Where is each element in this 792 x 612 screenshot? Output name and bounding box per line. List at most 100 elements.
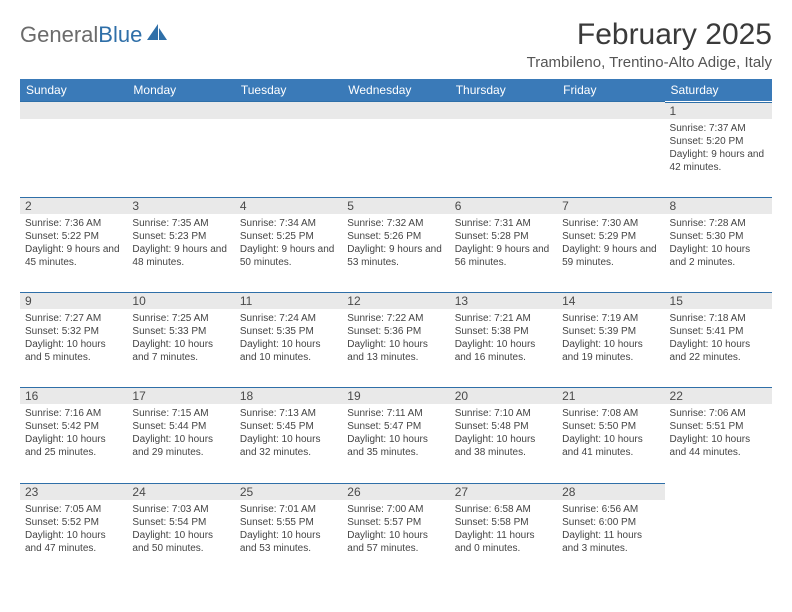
logo: GeneralBlue (20, 18, 169, 48)
date-number: 18 (235, 387, 342, 404)
day-cell: Sunrise: 7:11 AMSunset: 5:47 PMDaylight:… (342, 404, 449, 482)
date-bar-row: 2345678 (20, 197, 772, 214)
daylight-text: Daylight: 10 hours and 19 minutes. (562, 338, 659, 364)
day-cell: Sunrise: 7:32 AMSunset: 5:26 PMDaylight:… (342, 214, 449, 292)
empty-date-bar (450, 101, 557, 119)
daylight-text: Daylight: 9 hours and 59 minutes. (562, 243, 659, 269)
daylight-text: Daylight: 9 hours and 50 minutes. (240, 243, 337, 269)
sunrise-text: Sunrise: 7:36 AM (25, 217, 122, 230)
day-cell: Sunrise: 7:30 AMSunset: 5:29 PMDaylight:… (557, 214, 664, 292)
sunrise-text: Sunrise: 7:15 AM (132, 407, 229, 420)
day-cell (665, 500, 772, 578)
day-cell: Sunrise: 7:25 AMSunset: 5:33 PMDaylight:… (127, 309, 234, 387)
date-bar-row: 1 (20, 101, 772, 119)
sunrise-text: Sunrise: 7:19 AM (562, 312, 659, 325)
date-number: 28 (557, 483, 664, 500)
date-bar-row: 232425262728 (20, 482, 772, 500)
daylight-text: Daylight: 10 hours and 5 minutes. (25, 338, 122, 364)
sunset-text: Sunset: 5:44 PM (132, 420, 229, 433)
sunset-text: Sunset: 5:58 PM (455, 516, 552, 529)
sunset-text: Sunset: 5:30 PM (670, 230, 767, 243)
logo-text-gray: General (20, 22, 98, 48)
sunrise-text: Sunrise: 7:37 AM (670, 122, 767, 135)
date-number: 11 (235, 292, 342, 309)
sunset-text: Sunset: 5:55 PM (240, 516, 337, 529)
sunrise-text: Sunrise: 7:18 AM (670, 312, 767, 325)
sunset-text: Sunset: 5:26 PM (347, 230, 444, 243)
daylight-text: Daylight: 10 hours and 47 minutes. (25, 529, 122, 555)
daylight-text: Daylight: 10 hours and 25 minutes. (25, 433, 122, 459)
day-cell (20, 119, 127, 197)
day-cell: Sunrise: 7:19 AMSunset: 5:39 PMDaylight:… (557, 309, 664, 387)
col-friday: Friday (557, 79, 664, 101)
day-cell: Sunrise: 7:35 AMSunset: 5:23 PMDaylight:… (127, 214, 234, 292)
day-header-row: Sunday Monday Tuesday Wednesday Thursday… (20, 79, 772, 101)
sunrise-text: Sunrise: 7:34 AM (240, 217, 337, 230)
daylight-text: Daylight: 9 hours and 53 minutes. (347, 243, 444, 269)
sunrise-text: Sunrise: 7:31 AM (455, 217, 552, 230)
sail-icon (145, 22, 169, 48)
sunset-text: Sunset: 5:32 PM (25, 325, 122, 338)
sunset-text: Sunset: 5:23 PM (132, 230, 229, 243)
sunrise-text: Sunrise: 7:10 AM (455, 407, 552, 420)
sunrise-text: Sunrise: 7:30 AM (562, 217, 659, 230)
sunset-text: Sunset: 5:51 PM (670, 420, 767, 433)
week-row: Sunrise: 7:05 AMSunset: 5:52 PMDaylight:… (20, 500, 772, 578)
title-block: February 2025 Trambileno, Trentino-Alto … (527, 18, 772, 71)
date-number: 14 (557, 292, 664, 309)
day-cell: Sunrise: 7:21 AMSunset: 5:38 PMDaylight:… (450, 309, 557, 387)
col-wednesday: Wednesday (342, 79, 449, 101)
sunset-text: Sunset: 5:45 PM (240, 420, 337, 433)
calendar-table: Sunday Monday Tuesday Wednesday Thursday… (20, 79, 772, 578)
day-cell: Sunrise: 7:36 AMSunset: 5:22 PMDaylight:… (20, 214, 127, 292)
date-number: 22 (665, 387, 772, 404)
day-cell: Sunrise: 7:10 AMSunset: 5:48 PMDaylight:… (450, 404, 557, 482)
day-cell: Sunrise: 7:22 AMSunset: 5:36 PMDaylight:… (342, 309, 449, 387)
daylight-text: Daylight: 10 hours and 22 minutes. (670, 338, 767, 364)
sunset-text: Sunset: 5:36 PM (347, 325, 444, 338)
col-saturday: Saturday (665, 79, 772, 101)
date-number: 9 (20, 292, 127, 309)
sunset-text: Sunset: 5:25 PM (240, 230, 337, 243)
sunset-text: Sunset: 5:52 PM (25, 516, 122, 529)
daylight-text: Daylight: 10 hours and 10 minutes. (240, 338, 337, 364)
sunset-text: Sunset: 5:29 PM (562, 230, 659, 243)
empty-date-bar (20, 101, 127, 119)
day-cell: Sunrise: 7:28 AMSunset: 5:30 PMDaylight:… (665, 214, 772, 292)
daylight-text: Daylight: 10 hours and 38 minutes. (455, 433, 552, 459)
sunrise-text: Sunrise: 7:27 AM (25, 312, 122, 325)
col-thursday: Thursday (450, 79, 557, 101)
empty-date-bar (665, 482, 772, 500)
col-monday: Monday (127, 79, 234, 101)
daylight-text: Daylight: 10 hours and 7 minutes. (132, 338, 229, 364)
daylight-text: Daylight: 10 hours and 2 minutes. (670, 243, 767, 269)
date-number: 27 (450, 483, 557, 500)
sunset-text: Sunset: 6:00 PM (562, 516, 659, 529)
week-row: Sunrise: 7:37 AMSunset: 5:20 PMDaylight:… (20, 119, 772, 197)
day-cell: Sunrise: 7:37 AMSunset: 5:20 PMDaylight:… (665, 119, 772, 197)
sunset-text: Sunset: 5:47 PM (347, 420, 444, 433)
date-number: 6 (450, 197, 557, 214)
day-cell (342, 119, 449, 197)
day-cell (235, 119, 342, 197)
sunrise-text: Sunrise: 7:24 AM (240, 312, 337, 325)
date-number: 10 (127, 292, 234, 309)
day-cell (557, 119, 664, 197)
sunrise-text: Sunrise: 7:35 AM (132, 217, 229, 230)
date-number: 19 (342, 387, 449, 404)
date-number: 16 (20, 387, 127, 404)
date-number: 24 (127, 483, 234, 500)
date-number: 2 (20, 197, 127, 214)
daylight-text: Daylight: 10 hours and 13 minutes. (347, 338, 444, 364)
sunrise-text: Sunrise: 7:25 AM (132, 312, 229, 325)
date-number: 12 (342, 292, 449, 309)
sunrise-text: Sunrise: 7:08 AM (562, 407, 659, 420)
sunrise-text: Sunrise: 7:11 AM (347, 407, 444, 420)
daylight-text: Daylight: 9 hours and 56 minutes. (455, 243, 552, 269)
daylight-text: Daylight: 10 hours and 16 minutes. (455, 338, 552, 364)
date-number: 7 (557, 197, 664, 214)
day-cell (450, 119, 557, 197)
daylight-text: Daylight: 10 hours and 29 minutes. (132, 433, 229, 459)
date-number: 4 (235, 197, 342, 214)
sunset-text: Sunset: 5:22 PM (25, 230, 122, 243)
